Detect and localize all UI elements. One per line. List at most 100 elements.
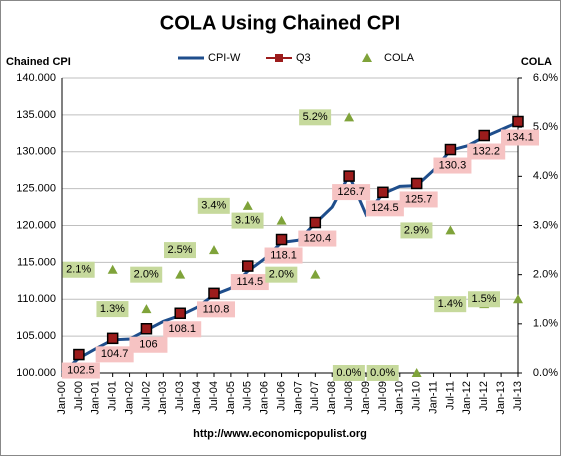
y-tick-label: 140.000 [16,72,56,84]
y-tick-label: 135.000 [16,109,56,121]
value-label-box [197,197,230,214]
value-label: 124.5 [371,202,399,214]
q3-marker [343,170,355,182]
chart-title: COLA Using Chained CPI [160,12,400,34]
value-label: 0.0% [336,367,361,379]
q3-marker [140,323,153,335]
value-label-box [365,200,404,217]
q3-marker [309,216,322,229]
value-label-box [95,346,134,363]
value-label-box [130,266,163,283]
value-label: 114.5 [236,276,263,288]
value-label: 130.3 [439,159,467,171]
q3-marker [73,348,85,361]
value-label-box [467,143,506,160]
value-label-box [332,365,365,381]
y2-tick-label: 5.0% [533,121,558,133]
x-tick-label: Jan-04 [191,381,203,415]
value-label: 108.1 [168,323,196,335]
y2-tick-label: 6.0% [533,72,558,84]
y-tick-label: 100.000 [16,367,56,379]
x-tick-label: Jul-00 [73,381,85,411]
y2-axis-label: COLA [521,56,552,68]
x-tick-label: Jan-08 [326,381,338,415]
y-tick-label: 120.000 [16,219,56,231]
value-label-box [61,362,100,379]
value-label-box [366,365,399,381]
x-tick-label: Jan-02 [123,381,135,415]
value-label-box [62,261,95,278]
value-label-box [265,266,298,283]
cola-marker [107,264,118,274]
y-tick-label: 105.000 [16,330,56,342]
value-label: 3.1% [235,214,260,226]
value-label: 0.0% [370,367,395,379]
x-tick-label: Jan-11 [427,381,439,414]
cola-marker [411,368,422,377]
y-tick-label: 110.000 [17,293,56,305]
q3-marker [242,260,254,272]
cola-marker [513,294,523,304]
value-label: 1.5% [471,293,496,305]
value-label: 2.5% [167,244,192,256]
value-label-box [264,247,303,264]
y-tick-label: 115.000 [17,256,56,268]
q3-marker [275,233,288,246]
value-label: 5.2% [303,111,328,123]
value-label: 104.7 [101,348,129,360]
value-label: 134.1 [506,131,534,143]
cola-marker [445,225,456,235]
value-label-box [400,222,433,239]
x-tick-label: Jul-02 [140,381,152,411]
value-label-box [197,301,235,318]
x-tick-label: Jul-01 [107,381,119,411]
value-label-box [433,157,472,174]
q3-marker [377,186,389,199]
value-label-box [332,184,371,201]
value-label-box [298,230,337,247]
q3-marker [512,115,524,128]
value-label: 106 [139,339,157,351]
x-tick-label: Jul-11 [444,381,456,410]
cola-marker [242,200,253,210]
value-label: 120.4 [304,232,332,244]
x-tick-label: Jan-05 [225,381,237,415]
cola-marker [141,304,152,314]
value-label: 2.0% [134,269,159,281]
x-tick-label: Jul-13 [512,381,524,411]
x-tick-label: Jan-07 [292,381,304,415]
cola-marker [310,269,321,279]
value-label: 125.7 [405,193,433,205]
q3-marker [106,332,119,345]
footer: http://www.economicpopulist.org [193,428,367,440]
value-label-box [129,336,168,353]
x-tick-label: Jul-12 [478,381,490,411]
x-tick-label: Jan-13 [495,381,507,415]
value-label-box [163,321,202,338]
q3-marker [174,307,186,320]
y2-tick-label: 1.0% [533,318,558,330]
value-label-box [164,242,196,259]
value-label: 2.0% [269,269,294,281]
value-label: 1.3% [100,303,125,315]
y-axis-label: Chained CPI [6,56,71,68]
x-tick-label: Jan-10 [394,381,406,415]
value-label-box [96,301,129,318]
x-tick-label: Jan-01 [90,381,102,415]
q3-marker [478,129,490,142]
x-tick-label: Jul-06 [275,381,287,411]
legend-swatch [362,53,372,62]
x-tick-label: Jul-10 [411,381,423,411]
y-tick-label: 125.000 [16,183,56,195]
value-label-box [231,212,264,229]
value-label: 2.1% [66,264,91,276]
value-label-box [230,274,269,291]
value-label-box [501,129,539,146]
y-tick-label: 130.000 [16,146,56,158]
value-label: 126.7 [337,186,365,198]
value-label-box [468,291,500,308]
cola-marker [175,269,186,279]
x-tick-label: Jan-09 [360,381,372,415]
x-tick-label: Jul-09 [377,381,389,411]
